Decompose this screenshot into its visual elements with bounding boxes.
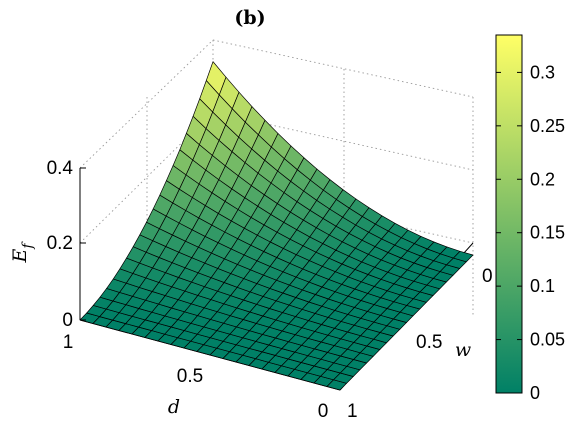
colorbar-ticks: 0 0.05 0.1 0.15 0.2 0.25 0.3 bbox=[496, 62, 565, 403]
y-axis-label: w bbox=[455, 339, 471, 361]
y-tick-label: 0 bbox=[482, 266, 493, 287]
colorbar-tick-label: 0.15 bbox=[530, 223, 565, 243]
z-ticks: 0.4 0.2 0 bbox=[47, 158, 86, 331]
x-tick-label: 1 bbox=[63, 332, 74, 353]
colorbar-tick-label: 0 bbox=[530, 383, 540, 403]
x-ticks: 1 0.5 0 bbox=[63, 332, 329, 422]
colorbar-rect bbox=[495, 34, 523, 394]
z-axis-label-subscript: f bbox=[20, 241, 36, 250]
surface-mesh bbox=[79, 61, 474, 391]
colorbar-tick-label: 0.3 bbox=[530, 62, 555, 82]
x-axis-label: d bbox=[168, 396, 180, 418]
y-tick-label: 1 bbox=[347, 401, 358, 422]
y-tick-label: 0.5 bbox=[416, 332, 442, 353]
chart-title: (b) bbox=[234, 7, 265, 29]
z-tick-label: 0.2 bbox=[47, 233, 73, 254]
grid-top-left-edge bbox=[79, 39, 214, 169]
z-tick-label: 0 bbox=[62, 310, 73, 331]
surface-patch bbox=[453, 250, 474, 263]
grid-mid-back-edge bbox=[212, 111, 474, 171]
colorbar-tick-label: 0.25 bbox=[530, 116, 565, 136]
grid-top-back-edge bbox=[212, 39, 474, 98]
colorbar-tick-label: 0.05 bbox=[530, 330, 565, 350]
y-ticks: 1 0.5 0 bbox=[347, 266, 493, 422]
z-axis-label-main: E bbox=[9, 249, 31, 264]
x-tick-label: 0.5 bbox=[177, 366, 203, 387]
grid-floor-back-edge bbox=[212, 184, 474, 244]
z-axis-label: Ef bbox=[9, 241, 36, 264]
colorbar: 0 0.05 0.1 0.15 0.2 0.25 0.3 bbox=[495, 34, 565, 403]
svg-text:Ef: Ef bbox=[9, 241, 36, 264]
x-tick-label: 0 bbox=[318, 401, 329, 422]
z-tick-label: 0.4 bbox=[47, 158, 74, 179]
colorbar-tick-label: 0.1 bbox=[530, 276, 555, 296]
colorbar-tick-label: 0.2 bbox=[530, 169, 555, 189]
